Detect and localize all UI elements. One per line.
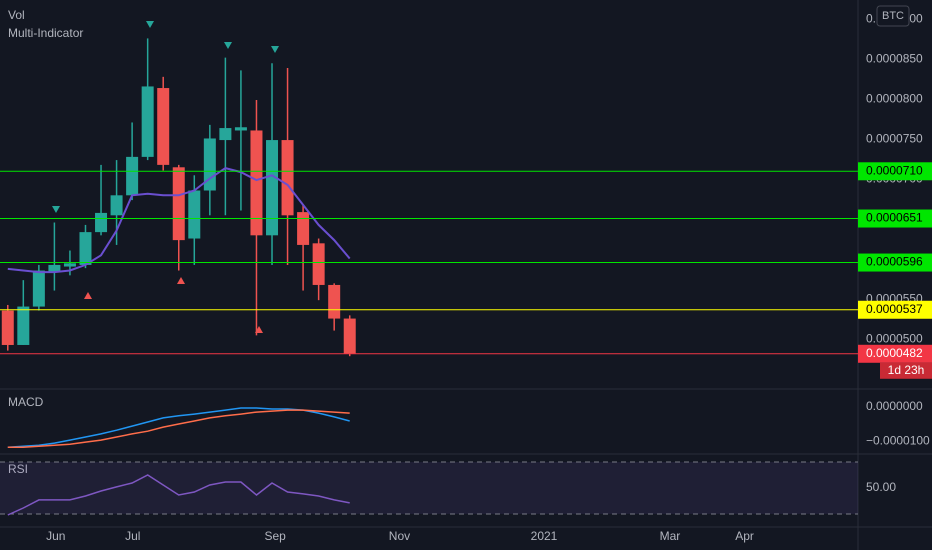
buy-signal (177, 277, 185, 284)
candle-body (188, 190, 201, 239)
price-level-badge (858, 300, 932, 319)
y-tick-label: 0.0000500 (866, 332, 923, 346)
y-tick-label: 0.0000750 (866, 131, 923, 145)
candle-body (172, 167, 185, 241)
candle-body (17, 306, 30, 345)
candle-body (219, 128, 232, 141)
candle-body (157, 88, 170, 165)
moving-average (7, 167, 351, 274)
pane-title: MACD (8, 395, 44, 409)
sell-signal (271, 46, 279, 53)
candle-body (32, 270, 45, 307)
price-level-label: 0.0000710 (866, 163, 923, 177)
buy-signal (84, 292, 92, 299)
price-level-label: 0.0000651 (866, 211, 923, 225)
legend-item: Multi-Indicator (8, 26, 83, 40)
x-tick-label: Mar (660, 529, 681, 543)
price-level-label: 0.0000596 (866, 255, 923, 269)
sell-signal (52, 206, 60, 213)
price-level-badge (858, 253, 932, 272)
y-tick-label: −0.0000100 (866, 433, 930, 447)
candle-body (234, 127, 247, 131)
price-level-badge (858, 209, 932, 228)
rsi-band (0, 461, 858, 514)
x-tick-label: Sep (264, 529, 286, 543)
x-tick-label: Jul (125, 529, 140, 543)
x-tick-label: Nov (389, 529, 410, 543)
rsi-line (7, 474, 350, 516)
candle-body (110, 195, 123, 216)
y-tick-label: 50.00 (866, 480, 896, 494)
candle-body (281, 140, 294, 216)
currency: BTC (882, 10, 904, 22)
price-level-label: 0.0000537 (866, 302, 923, 316)
candle-body (343, 318, 356, 354)
macd-line (7, 407, 350, 448)
sell-signal (224, 42, 232, 49)
price-level-label: 0.0000482 (866, 346, 923, 360)
candle-body (297, 212, 310, 245)
signals (52, 21, 279, 333)
y-tick-label: 0.0000850 (866, 51, 923, 65)
y-tick-label: 0.0000800 (866, 91, 923, 105)
x-tick-label: 2021 (531, 529, 558, 543)
x-tick-label: Apr (735, 529, 754, 543)
legend-item: Vol (8, 8, 25, 22)
candle-body (79, 232, 92, 265)
candle-body (126, 156, 139, 196)
candle-body (266, 140, 279, 236)
price-level-badge (858, 162, 932, 181)
candle-body (328, 284, 341, 319)
currency-badge[interactable] (876, 5, 910, 27)
candle-body (141, 86, 154, 157)
candle-body (63, 263, 76, 267)
price-level-badge (858, 344, 932, 363)
countdown: 1d 23h (888, 363, 925, 377)
candle-body (95, 212, 108, 233)
candle-body (312, 243, 325, 285)
x-tick-label: Jun (46, 529, 65, 543)
pane-title: RSI (8, 462, 28, 476)
buy-signal (255, 326, 263, 333)
candle-body (48, 264, 61, 273)
candle-body (1, 310, 14, 345)
candle-body (250, 130, 263, 236)
sell-signal (146, 21, 154, 28)
macd-line (7, 409, 350, 448)
countdown-badge (880, 362, 932, 379)
y-tick-label: 0.0000000 (866, 399, 923, 413)
